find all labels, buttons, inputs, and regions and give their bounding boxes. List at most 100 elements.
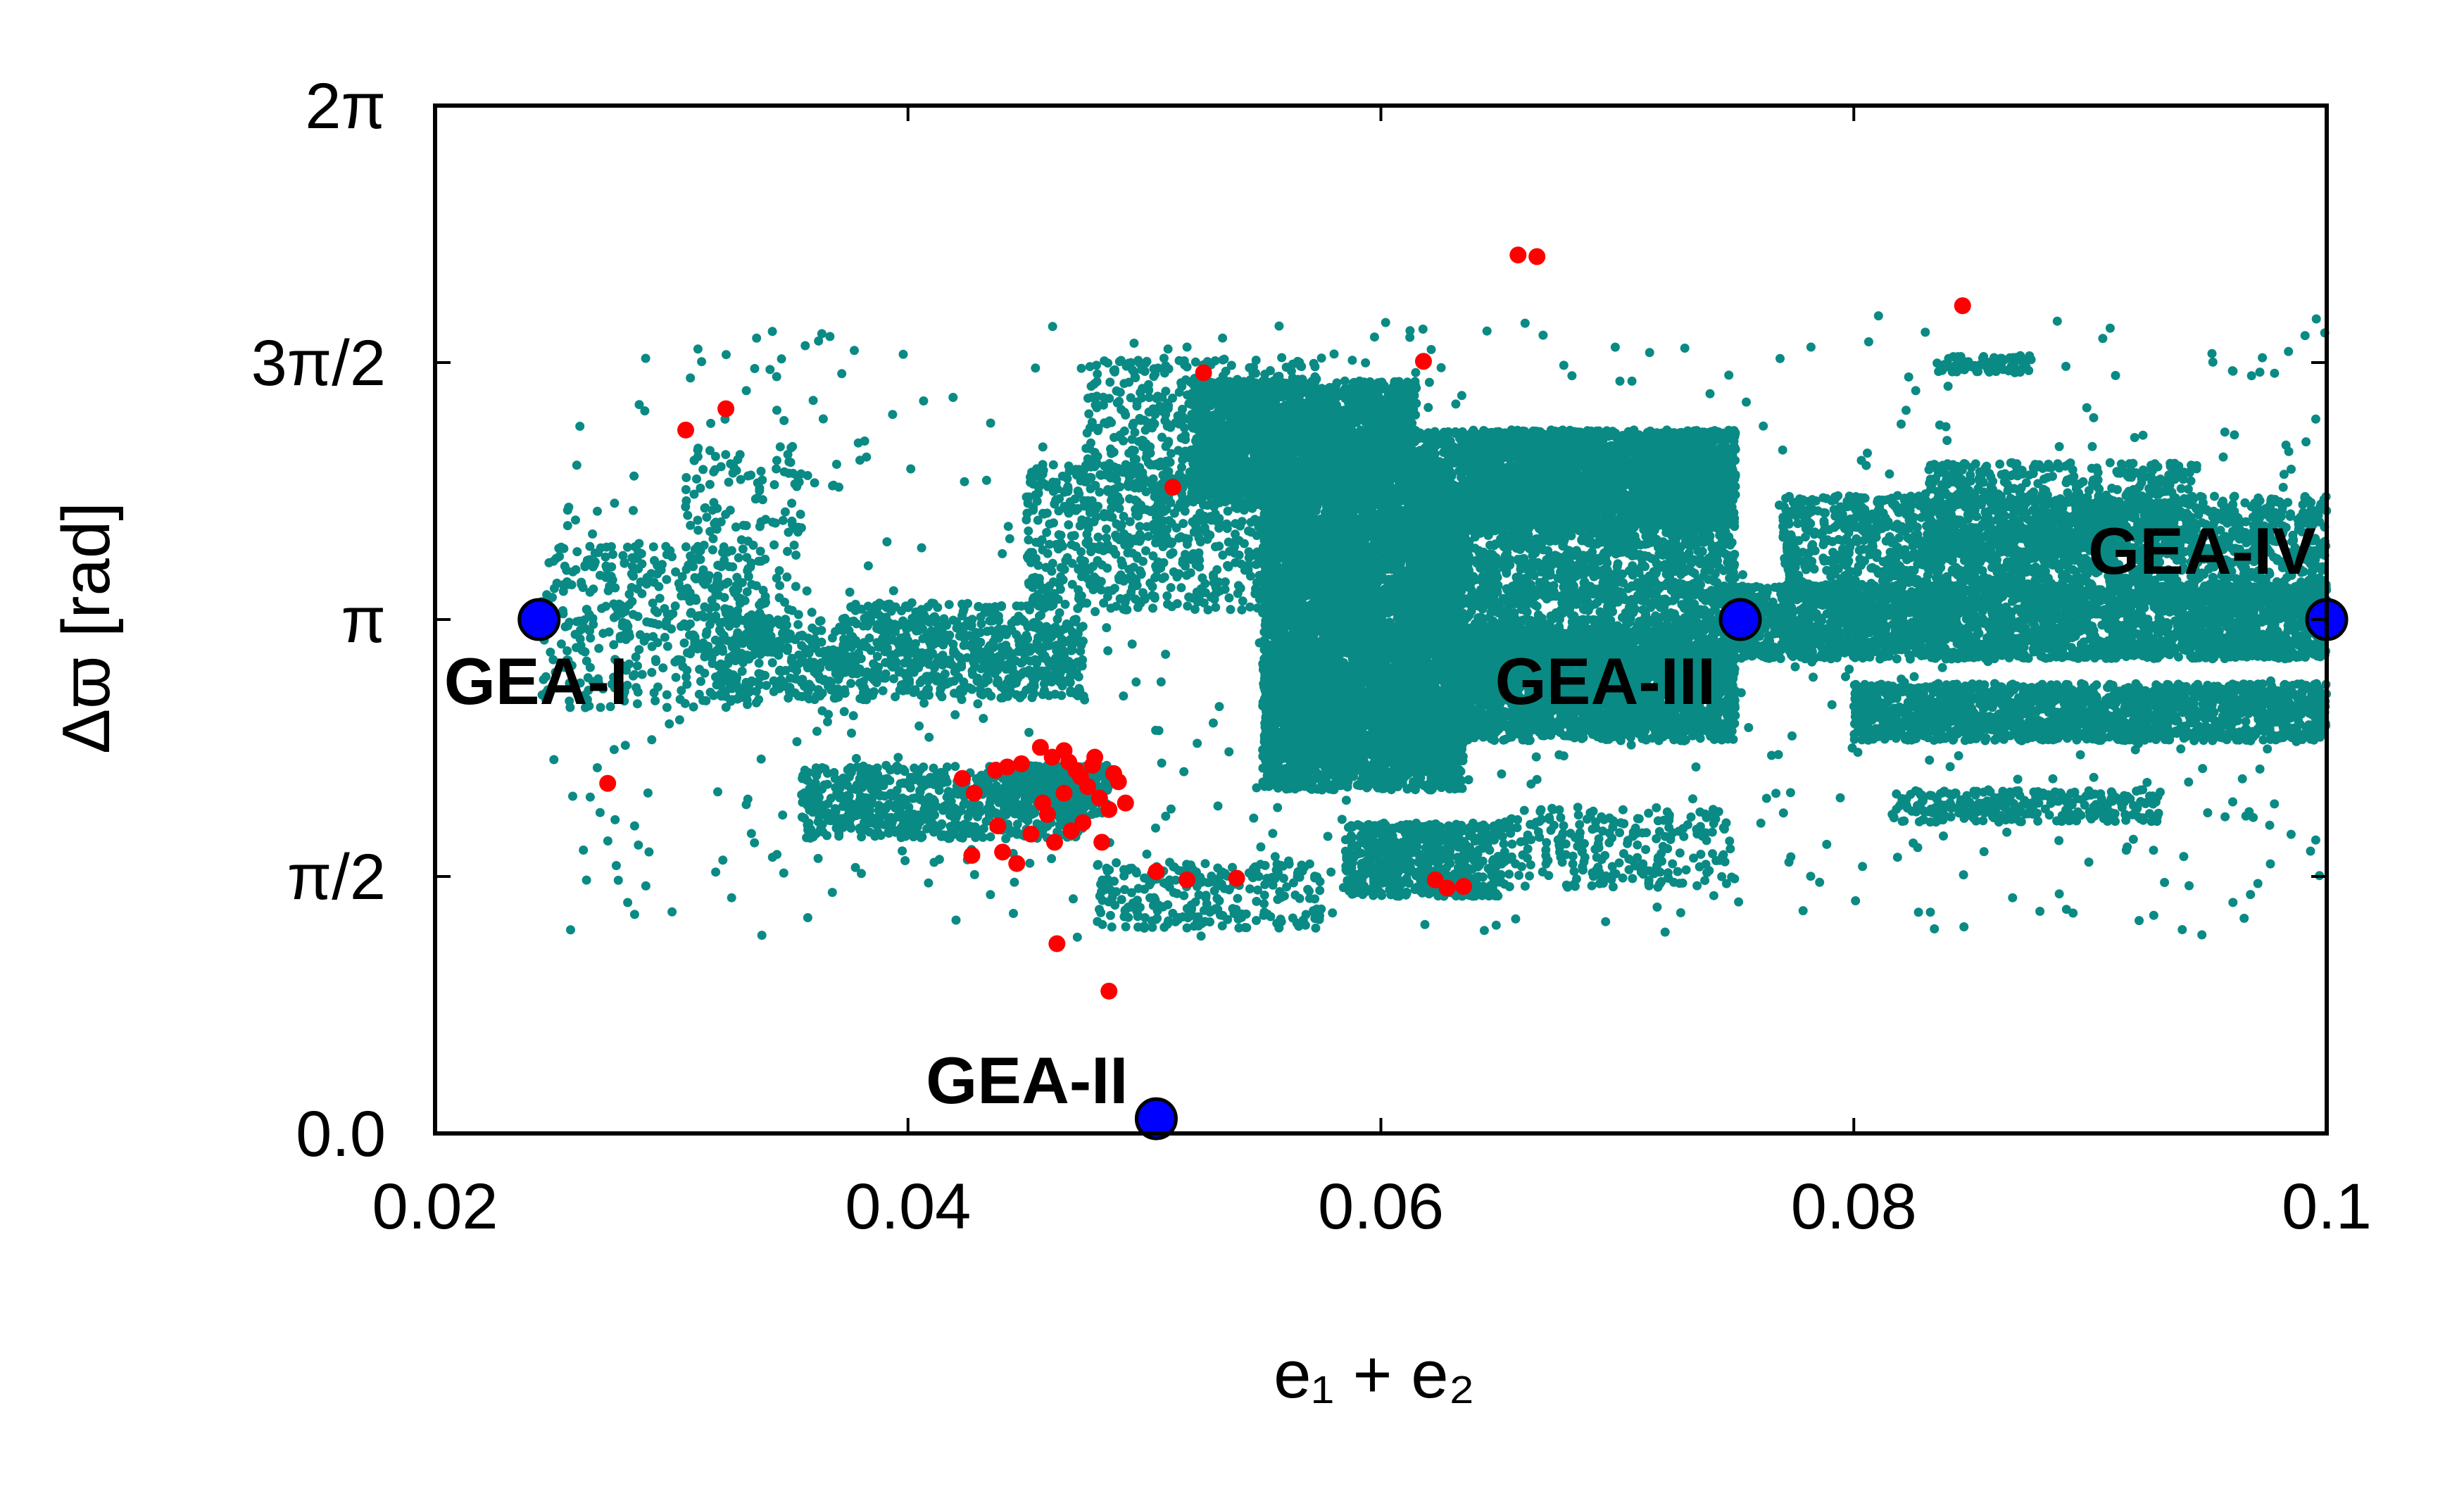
- cloud-point: [580, 615, 589, 624]
- cloud-point: [1183, 924, 1192, 933]
- cloud-point: [893, 648, 903, 658]
- cloud-point: [658, 663, 667, 672]
- cloud-point: [553, 579, 562, 588]
- cloud-point: [1032, 464, 1041, 473]
- cloud-point: [1043, 508, 1052, 517]
- cloud-point: [642, 617, 651, 627]
- cloud-point: [887, 661, 896, 670]
- cloud-point: [1056, 539, 1065, 548]
- cloud-point: [1044, 639, 1053, 648]
- cloud-point: [814, 685, 823, 694]
- cloud-point: [1180, 356, 1189, 365]
- cloud-point: [865, 613, 874, 622]
- cloud-point: [1218, 922, 1227, 931]
- cloud-point: [919, 610, 929, 620]
- cloud-point: [650, 556, 659, 565]
- cloud-point: [1103, 592, 1112, 601]
- cloud-point: [1218, 911, 1227, 920]
- cloud-point: [824, 799, 833, 808]
- cloud-point: [1143, 522, 1152, 532]
- cloud-point: [1096, 880, 1105, 889]
- cloud-point: [662, 703, 672, 712]
- cloud-point: [1086, 423, 1095, 432]
- cloud-point: [777, 675, 786, 684]
- cloud-point: [1006, 829, 1015, 838]
- cloud-point: [794, 650, 803, 660]
- cloud-point: [1275, 887, 1284, 896]
- cloud-point: [1050, 690, 1060, 699]
- cloud-point: [1305, 886, 1314, 895]
- cloud-point: [680, 639, 689, 648]
- cloud-point: [831, 657, 840, 666]
- cloud-point: [858, 783, 867, 792]
- cloud-point: [1148, 923, 1157, 932]
- cloud-point: [1074, 585, 1083, 594]
- cloud-point: [706, 688, 715, 697]
- cloud-point: [760, 633, 769, 642]
- cloud-point: [1092, 403, 1101, 413]
- cloud-point: [753, 494, 762, 503]
- cloud-point: [1178, 449, 1188, 458]
- cloud-point: [1100, 356, 1109, 365]
- cloud-point: [1087, 382, 1096, 391]
- cloud-point: [1152, 564, 1161, 573]
- cloud-point: [876, 791, 885, 800]
- cloud-point: [1102, 564, 1112, 573]
- cloud-point: [1212, 894, 1221, 903]
- cloud-point: [1103, 467, 1112, 476]
- cloud-point: [1136, 388, 1145, 397]
- cloud-point: [1226, 605, 1235, 614]
- cloud-point: [1184, 593, 1193, 602]
- cloud-point: [707, 652, 716, 661]
- cloud-point: [886, 820, 895, 829]
- cloud-point: [916, 777, 925, 786]
- cloud-point: [1000, 624, 1010, 634]
- cloud-point: [657, 565, 666, 574]
- cloud-point: [1144, 458, 1153, 467]
- cloud-point: [1201, 859, 1210, 868]
- cloud-point: [1082, 598, 1091, 608]
- cloud-point: [936, 684, 945, 693]
- cloud-point: [846, 763, 855, 772]
- cloud-point: [1132, 551, 1141, 560]
- cloud-point: [879, 672, 888, 681]
- cloud-point: [1071, 667, 1080, 677]
- cloud-point: [1200, 579, 1209, 589]
- cloud-point: [1159, 353, 1169, 363]
- cloud-point: [873, 769, 882, 779]
- cloud-point: [1213, 864, 1222, 873]
- cloud-point: [631, 653, 641, 662]
- cloud-point: [1060, 624, 1069, 634]
- cloud-point: [937, 692, 946, 701]
- cloud-point: [1231, 558, 1240, 567]
- cloud-point: [938, 641, 948, 650]
- cloud-point: [1178, 558, 1187, 567]
- cloud-point: [768, 658, 777, 667]
- cloud-point: [976, 689, 986, 698]
- cloud-point: [1076, 647, 1085, 656]
- cloud-point: [1026, 579, 1036, 588]
- cloud-point: [786, 458, 796, 467]
- cloud-point: [1140, 415, 1149, 425]
- cloud-point: [722, 605, 731, 614]
- cloud-point: [681, 485, 691, 494]
- cloud-point: [1242, 910, 1251, 919]
- cloud-point: [610, 613, 619, 622]
- cloud-point: [1069, 615, 1079, 624]
- cloud-point: [1212, 565, 1221, 574]
- cloud-point: [1071, 494, 1080, 503]
- cloud-point: [1316, 905, 1326, 914]
- cloud-point: [662, 690, 672, 699]
- cloud-point: [863, 622, 872, 631]
- cloud-point: [1269, 881, 1278, 890]
- cloud-point: [1012, 791, 1021, 800]
- cloud-point: [1169, 548, 1178, 558]
- cloud-point: [1206, 512, 1215, 521]
- cloud-point: [686, 609, 696, 618]
- cloud-point: [1128, 446, 1137, 455]
- cloud-point: [1181, 499, 1190, 508]
- cloud-point: [1191, 358, 1200, 367]
- cloud-point: [1231, 503, 1240, 512]
- cloud-point: [868, 691, 877, 700]
